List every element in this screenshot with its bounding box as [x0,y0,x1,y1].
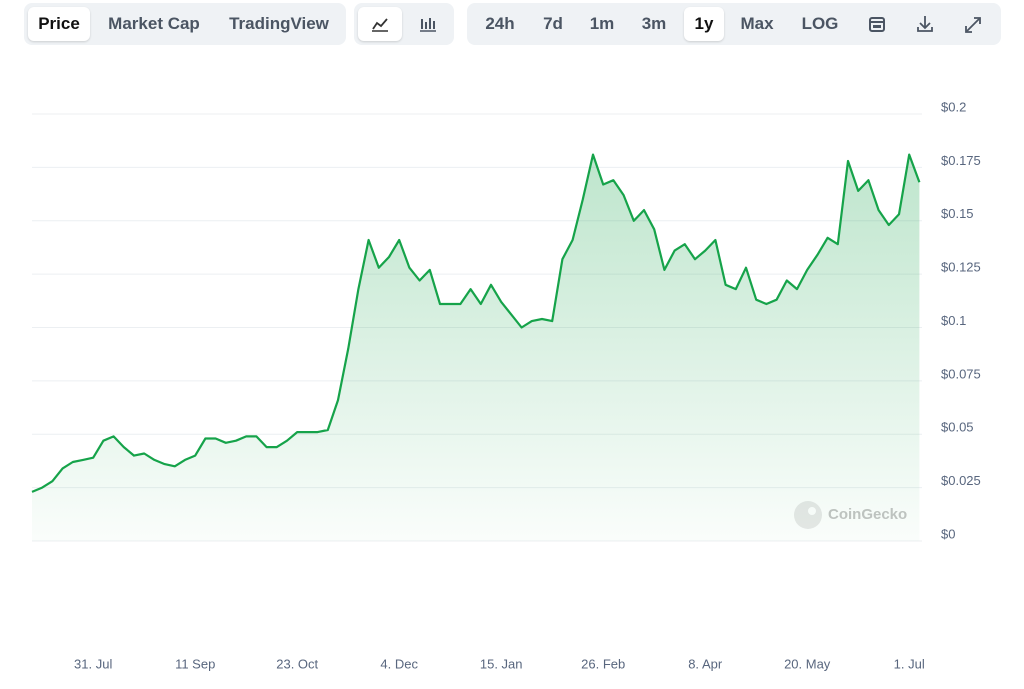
y-tick-label: $0.1 [941,313,966,328]
x-tick-label: 31. Jul [74,656,112,671]
y-tick-label: $0.175 [941,153,981,168]
x-tick-label: 20. May [784,656,831,671]
range-button[interactable]: Max [740,14,774,33]
candle-icon [420,18,436,32]
watermark-text: CoinGecko [828,506,907,523]
range-button[interactable]: 7d [543,14,563,33]
x-tick-label: 1. Jul [894,656,925,671]
expand-icon [965,17,981,33]
price-line [31,153,921,493]
area-fill [32,154,920,541]
x-tick-label: 11 Sep [175,656,215,671]
x-tick-label: 26. Feb [581,656,625,671]
range-button[interactable]: 1y [684,7,724,41]
y-tick-label: $0 [941,526,955,541]
line-icon [372,18,388,32]
download-button[interactable] [905,7,945,41]
tab-button[interactable]: Price [28,7,90,41]
tab-button[interactable]: Market Cap [108,14,200,33]
expand-button[interactable] [953,7,993,41]
range-button[interactable]: 3m [641,14,667,33]
calendar-button[interactable] [857,7,897,41]
y-tick-label: $0.025 [941,473,981,488]
x-tick-label: 15. Jan [480,656,523,671]
tab-group: Price Market Cap TradingView [24,3,346,45]
y-tick-label: $0.075 [941,366,981,381]
range-group: 24h 7d 1m 3m 1y Max LOG [467,3,1001,45]
chart-type-group [354,3,454,45]
y-tick-label: $0.2 [941,99,966,114]
x-tick-label: 23. Oct [276,656,318,671]
candle-chart-button[interactable] [406,7,450,41]
download-icon [917,16,933,32]
calendar-icon [869,17,885,32]
y-tick-label: $0.125 [941,260,981,275]
range-button[interactable]: 1m [589,14,615,33]
y-tick-label: $0.05 [941,420,974,435]
x-tick-label: 4. Dec [380,656,418,671]
y-tick-label: $0.15 [941,206,974,221]
tab-button[interactable]: TradingView [229,14,329,33]
line-chart-button[interactable] [358,7,402,41]
range-button[interactable]: 24h [485,14,515,33]
watermark: CoinGecko [794,501,907,529]
log-button[interactable]: LOG [801,14,839,33]
x-tick-label: 8. Apr [688,656,723,671]
